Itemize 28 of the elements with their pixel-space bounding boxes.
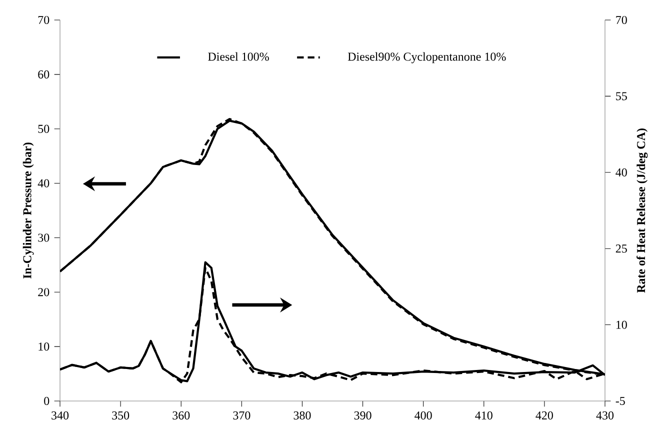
x-tick-label: 400 bbox=[414, 411, 432, 420]
legend-label: Diesel90% Cyclopentanone 10% bbox=[348, 52, 506, 64]
y-tick-label: 50 bbox=[38, 124, 50, 133]
y2-axis-title: Rate of Heat Release (J/deg CA) bbox=[636, 128, 648, 293]
y-tick-label: 10 bbox=[38, 342, 50, 351]
x-tick-label: 370 bbox=[233, 411, 250, 420]
y-tick-label: 40 bbox=[38, 179, 50, 188]
y-tick-label: 60 bbox=[38, 70, 50, 78]
x-tick-label: 420 bbox=[536, 411, 553, 420]
x-tick-label: 340 bbox=[52, 411, 69, 420]
x-tick-label: 430 bbox=[596, 411, 614, 420]
y-axis-title: In-Cylinder Pressure (bar) bbox=[22, 142, 34, 279]
y2-tick-label: 10 bbox=[616, 320, 627, 329]
x-tick-label: 410 bbox=[475, 411, 492, 420]
y2-tick-label: 55 bbox=[616, 92, 627, 100]
x-tick-label: 390 bbox=[354, 411, 372, 420]
y2-tick-label: 70 bbox=[616, 16, 627, 24]
y-tick-label: 70 bbox=[38, 16, 50, 24]
y-tick-label: 30 bbox=[38, 234, 50, 242]
y2-tick-label: 40 bbox=[616, 168, 627, 176]
y-tick-label: 20 bbox=[38, 288, 50, 296]
x-tick-label: 380 bbox=[294, 411, 311, 420]
x-tick-label: 350 bbox=[112, 411, 130, 420]
x-tick-label: 360 bbox=[172, 411, 190, 420]
legend-label: Diesel 100% bbox=[208, 52, 269, 61]
y2-tick-label: -5 bbox=[616, 396, 625, 405]
y-tick-label: 0 bbox=[44, 396, 50, 406]
y2-tick-label: 25 bbox=[616, 244, 627, 253]
